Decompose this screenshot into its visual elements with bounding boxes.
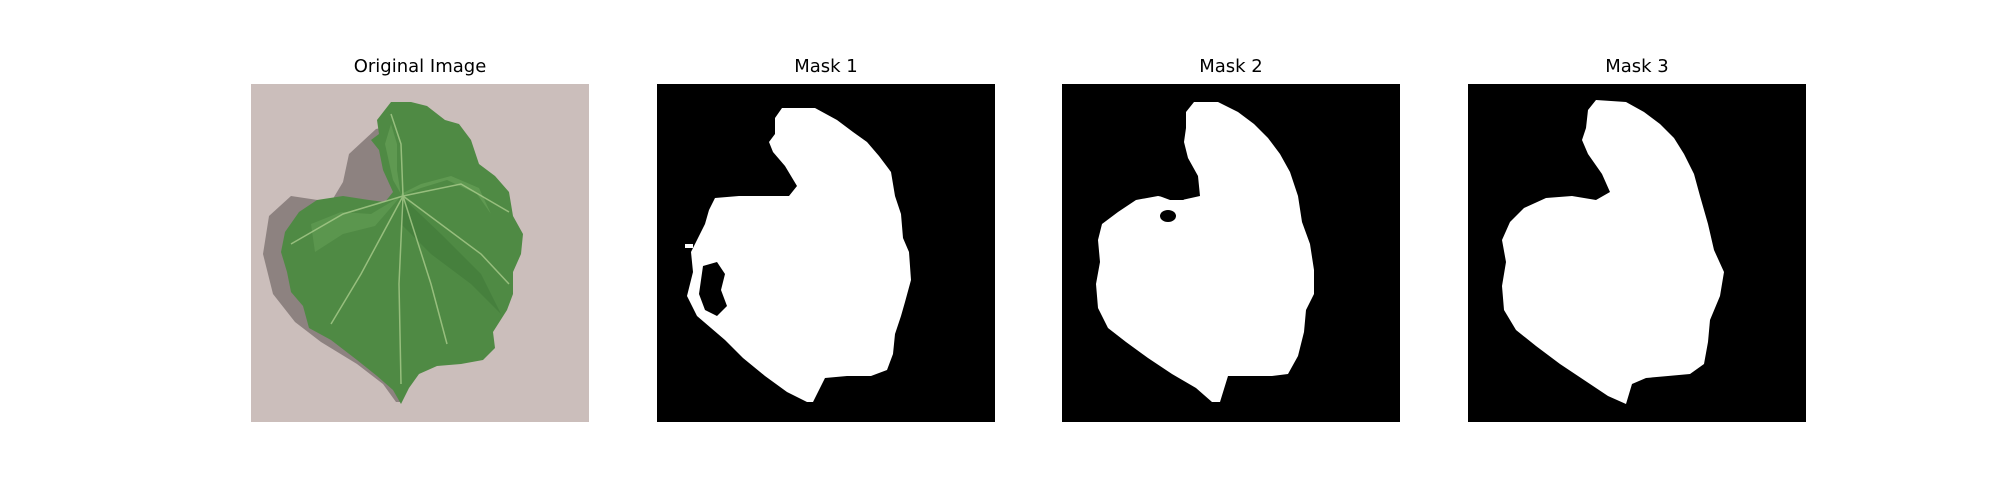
panel-mask-1: Mask 1 (657, 50, 995, 440)
leaf-shape (281, 102, 523, 404)
mask-2-image (1062, 84, 1400, 422)
mask-1-notch (745, 146, 775, 196)
mask-3-image (1468, 84, 1806, 422)
mask-1-hole (699, 262, 727, 316)
mask-1-image (657, 84, 995, 422)
panel-mask-3: Mask 3 (1468, 50, 1806, 440)
mask-1-region (687, 108, 911, 402)
mask-2-region (1096, 102, 1314, 402)
panel-title: Mask 1 (794, 56, 858, 77)
mask-3-region (1502, 100, 1724, 404)
panel-title: Original Image (353, 56, 487, 77)
leaf-veins (290, 113, 510, 385)
mask-2-hole (1160, 210, 1176, 222)
panel-title: Mask 2 (1199, 56, 1263, 77)
mask-2-notch (1146, 180, 1184, 200)
panel-original-image: Original Image (251, 50, 589, 440)
panel-title: Mask 3 (1605, 56, 1669, 77)
original-leaf-photo (251, 84, 589, 422)
panel-mask-2: Mask 2 (1062, 50, 1400, 440)
